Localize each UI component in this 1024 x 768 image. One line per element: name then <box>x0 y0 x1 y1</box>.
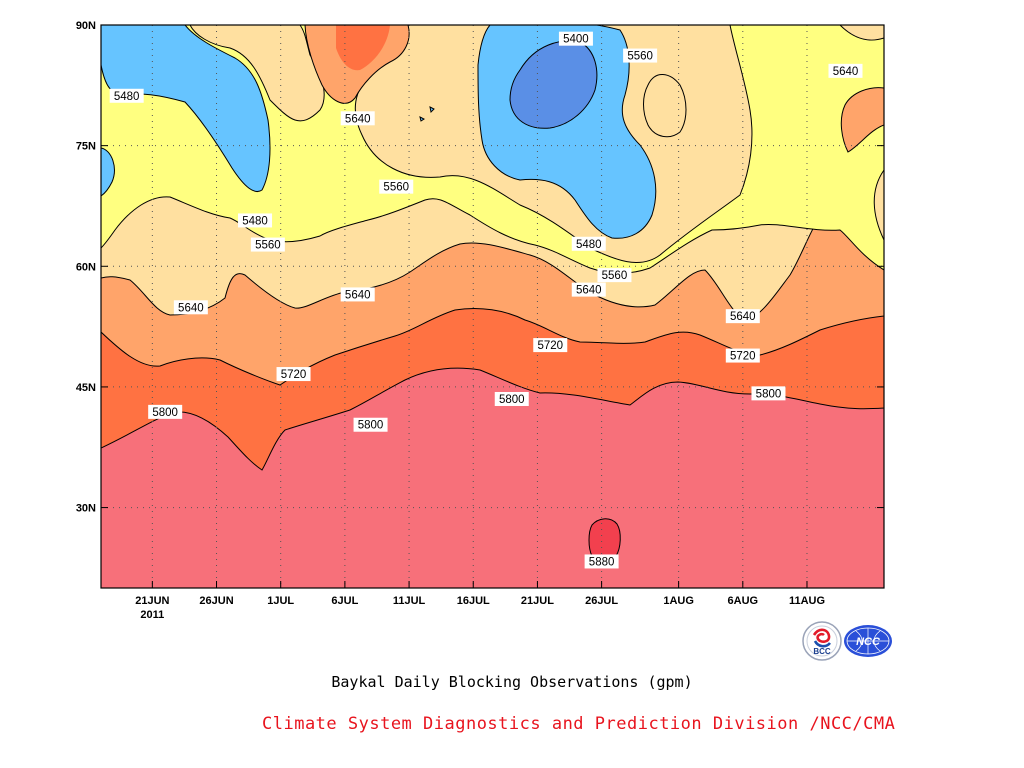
contour-label: 5720 <box>725 348 760 363</box>
contour-label: 5640 <box>571 282 606 297</box>
x-tick-label: 11JUL <box>393 595 426 607</box>
contour-label: 5560 <box>379 179 414 194</box>
credit-line: Climate System Diagnostics and Predictio… <box>262 714 896 734</box>
contour-label: 5560 <box>597 268 632 283</box>
contour-label-text: 5560 <box>602 270 628 282</box>
contour-label-text: 5800 <box>756 388 782 400</box>
contour-label: 5640 <box>828 63 863 78</box>
contour-label: 5720 <box>533 338 568 353</box>
contour-label-text: 5800 <box>152 407 178 419</box>
x-tick-label: 21JUN <box>135 595 169 607</box>
contour-label-text: 5640 <box>345 113 371 125</box>
contour-label: 5560 <box>623 48 658 63</box>
contour-label: 5640 <box>173 300 208 315</box>
contour-label-text: 5720 <box>537 340 563 352</box>
contour-label-text: 5560 <box>255 240 281 252</box>
contour-label-text: 5720 <box>730 351 756 363</box>
contour-label-text: 5480 <box>114 91 140 103</box>
bcc-logo-text: BCC <box>813 647 831 656</box>
contour-label-text: 5800 <box>358 420 384 432</box>
plot-frame <box>100 24 885 589</box>
contour-label-text: 5640 <box>345 289 371 301</box>
contour-label-text: 5480 <box>576 239 602 251</box>
contour-label-text: 5560 <box>627 51 653 63</box>
y-tick-label: 75N <box>76 141 96 153</box>
contour-label-text: 5560 <box>383 182 409 194</box>
contour-label-text: 5400 <box>563 34 589 46</box>
contour-label: 5480 <box>109 88 144 103</box>
contour-label: 5800 <box>494 391 529 406</box>
x-tick-label: 1JUL <box>267 595 294 607</box>
contour-label-text: 5800 <box>499 394 525 406</box>
chart-title: Baykal Daily Blocking Observations (gpm) <box>331 673 693 691</box>
contour-label: 5400 <box>558 31 593 46</box>
y-tick-label: 45N <box>76 382 96 394</box>
x-tick-label: 6JUL <box>331 595 358 607</box>
contour-labels: 5400556054805640564055605480548055605560… <box>109 31 863 569</box>
contour-label-text: 5640 <box>730 311 756 323</box>
bcc-logo: BCC <box>802 621 842 661</box>
y-tick-label: 90N <box>76 20 96 32</box>
contour-label: 5480 <box>238 213 273 228</box>
contour-label: 5640 <box>340 287 375 302</box>
contour-label: 5880 <box>584 554 619 569</box>
x-tick-label: 1AUG <box>663 595 694 607</box>
contour-label: 5800 <box>751 386 786 401</box>
band-5720-5800-upper <box>336 25 390 71</box>
contour-label: 5560 <box>250 237 285 252</box>
contour-label-text: 5640 <box>576 285 602 297</box>
contour-label: 5640 <box>725 309 760 324</box>
axis-ticks: 21JUN 2011 26JUN 1JUL 6JUL 11JUL 16JUL 21JUL 26J… <box>76 20 884 621</box>
contour-label-text: 5480 <box>242 215 268 227</box>
contour-label: 5720 <box>276 367 311 382</box>
x-tick-label: 6AUG <box>728 595 759 607</box>
band-5560-5640-island <box>643 74 687 138</box>
band-5560-5640 <box>101 25 884 321</box>
y-tick-label: 30N <box>76 503 96 515</box>
contour-label: 5800 <box>353 417 388 432</box>
contour-label: 5640 <box>340 111 375 126</box>
x-tick-label: 26JUN <box>199 595 233 607</box>
x-tick-label: 11AUG <box>789 595 825 607</box>
y-tick-label: 60N <box>76 261 96 273</box>
contour-label-text: 5880 <box>589 556 615 568</box>
ncc-logo: NCC <box>844 625 892 657</box>
contour-label: 5480 <box>571 236 606 251</box>
contour-label: 5800 <box>148 404 183 419</box>
x-year-label: 2011 <box>140 609 164 621</box>
contour-label-text: 5640 <box>833 66 859 78</box>
x-tick-label: 16JUL <box>457 595 490 607</box>
contour-label-text: 5720 <box>281 369 307 381</box>
plot-area <box>101 25 884 588</box>
x-tick-label: 21JUL <box>521 595 554 607</box>
ncc-logo-text: NCC <box>856 636 881 648</box>
contour-label-text: 5640 <box>178 302 204 314</box>
x-tick-label: 26JUL <box>585 595 618 607</box>
band-above-5880 <box>588 518 621 557</box>
